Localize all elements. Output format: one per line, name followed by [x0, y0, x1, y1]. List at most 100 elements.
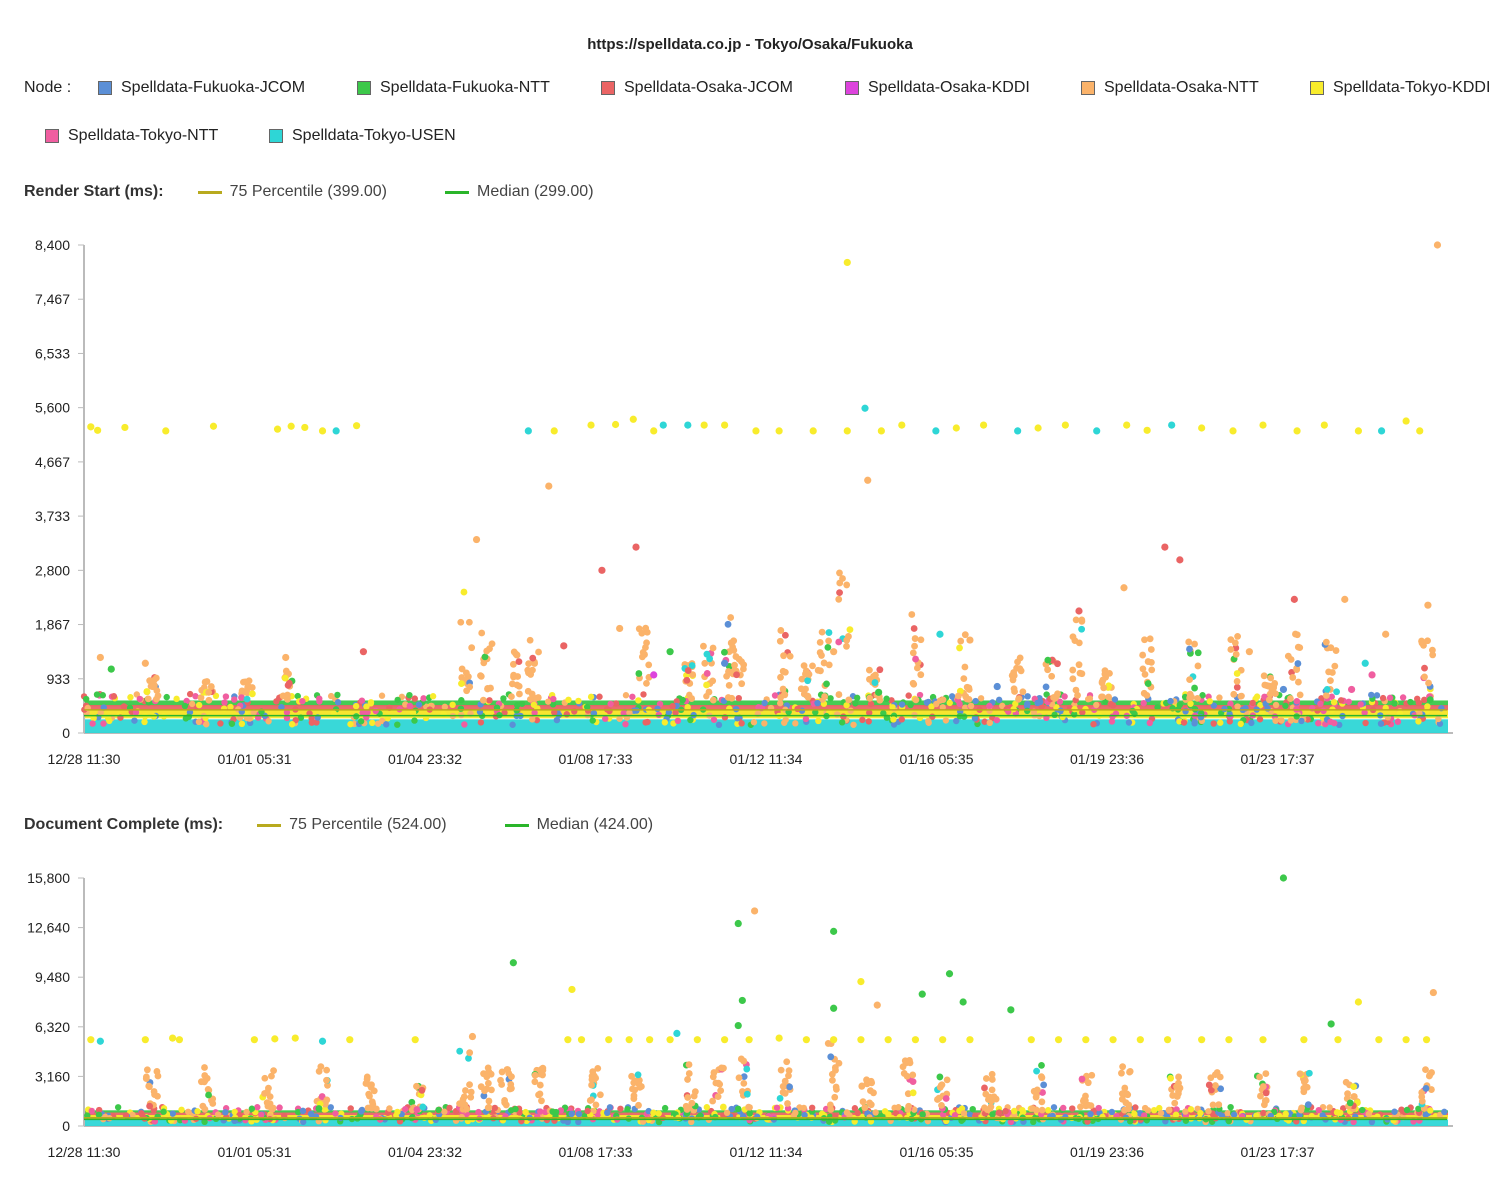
- legend-item-fukuoka-ntt[interactable]: Spelldata-Fukuoka-NTT: [357, 79, 550, 97]
- data-point: [1361, 709, 1368, 716]
- data-point: [1093, 427, 1101, 435]
- data-point: [484, 1104, 492, 1112]
- data-point: [721, 648, 728, 656]
- data-point: [1292, 630, 1299, 638]
- x-tick-label: 01/19 23:36: [1070, 751, 1144, 767]
- data-point: [1337, 697, 1345, 704]
- data-point: [823, 680, 830, 688]
- x-tick-label: 01/01 05:31: [218, 1144, 292, 1160]
- legend-item-tokyo-usen[interactable]: Spelldata-Tokyo-USEN: [269, 127, 456, 145]
- data-point: [1425, 1072, 1433, 1080]
- data-point: [737, 1055, 745, 1063]
- data-point: [971, 715, 979, 722]
- y-tick-label: 1,867: [35, 617, 70, 633]
- data-point: [1300, 1036, 1308, 1044]
- legend-text: Spelldata-Fukuoka-JCOM: [121, 79, 306, 96]
- data-point: [909, 1089, 917, 1097]
- data-point: [827, 1053, 835, 1061]
- data-point: [114, 1104, 122, 1111]
- data-point: [1121, 1084, 1129, 1092]
- data-point: [723, 1109, 731, 1117]
- data-point: [565, 696, 572, 704]
- data-point: [851, 1105, 859, 1112]
- data-point: [318, 1037, 327, 1045]
- data-point: [779, 685, 787, 693]
- data-point: [1080, 1096, 1088, 1104]
- data-point: [632, 543, 640, 551]
- data-point: [1072, 616, 1080, 624]
- data-point: [1016, 665, 1024, 672]
- data-point: [480, 1070, 487, 1078]
- data-point: [169, 1110, 176, 1117]
- x-tick-label: 01/01 05:31: [218, 751, 292, 767]
- data-point: [843, 636, 851, 644]
- data-point: [960, 1110, 968, 1117]
- data-point: [912, 655, 919, 663]
- data-point: [945, 970, 954, 978]
- data-point: [248, 690, 256, 698]
- data-point: [725, 682, 733, 689]
- data-point: [909, 649, 917, 657]
- data-point: [1076, 669, 1084, 677]
- data-point: [1268, 687, 1276, 695]
- document-complete-title: Document Complete (ms):: [24, 816, 224, 833]
- render-start-median: Median (299.00): [445, 183, 594, 201]
- data-point: [318, 1093, 326, 1100]
- data-point: [509, 959, 517, 967]
- swatch-fukuoka-ntt: [357, 81, 371, 95]
- legend-item-osaka-jcom[interactable]: Spelldata-Osaka-JCOM: [601, 79, 793, 97]
- data-point: [715, 721, 723, 729]
- data-point: [1069, 675, 1077, 683]
- data-point: [538, 1097, 545, 1105]
- data-point: [500, 695, 507, 702]
- data-point: [222, 1109, 229, 1116]
- data-point: [684, 1076, 691, 1083]
- data-point: [596, 693, 603, 700]
- legend-item-osaka-kddi[interactable]: Spelldata-Osaka-KDDI: [845, 79, 1030, 97]
- legend-item-tokyo-ntt[interactable]: Spelldata-Tokyo-NTT: [45, 127, 218, 145]
- data-point: [1056, 698, 1064, 705]
- data-point: [539, 1071, 546, 1079]
- data-point: [154, 1092, 161, 1100]
- data-point: [461, 1101, 469, 1109]
- data-point: [1253, 693, 1261, 700]
- data-point: [858, 1082, 866, 1090]
- data-point: [943, 1076, 951, 1084]
- y-tick-label: 5,600: [35, 400, 70, 416]
- data-point: [1331, 662, 1339, 670]
- data-point: [1231, 639, 1239, 647]
- data-point: [995, 696, 1003, 704]
- legend-item-tokyo-kddi[interactable]: Spelldata-Tokyo-KDDI: [1310, 79, 1490, 97]
- data-point: [1230, 1111, 1238, 1118]
- data-point: [468, 1032, 477, 1041]
- data-point: [359, 709, 366, 716]
- data-point: [536, 1081, 544, 1089]
- data-point: [1125, 1101, 1133, 1109]
- data-point: [877, 427, 885, 435]
- data-point: [1262, 1089, 1270, 1097]
- legend-item-osaka-ntt[interactable]: Spelldata-Osaka-NTT: [1081, 79, 1259, 97]
- data-point: [440, 710, 447, 718]
- data-point: [738, 680, 746, 688]
- data-point: [150, 713, 158, 720]
- data-point: [1237, 692, 1245, 700]
- data-point: [709, 696, 717, 704]
- data-point: [977, 695, 985, 702]
- y-tick-label: 933: [47, 671, 71, 687]
- x-tick-label: 01/12 11:34: [730, 751, 803, 767]
- data-point: [222, 693, 230, 700]
- data-point: [250, 709, 257, 716]
- data-point: [773, 1104, 781, 1111]
- data-point: [550, 695, 557, 703]
- data-point: [1146, 719, 1153, 727]
- data-point: [683, 676, 691, 684]
- legend-item-fukuoka-jcom[interactable]: Spelldata-Fukuoka-JCOM: [98, 79, 305, 97]
- data-point: [1060, 1104, 1067, 1112]
- data-point: [703, 681, 710, 689]
- data-point: [278, 703, 285, 711]
- data-point: [394, 1108, 401, 1116]
- data-point: [700, 642, 707, 650]
- data-point: [824, 643, 832, 651]
- data-point: [843, 581, 851, 589]
- data-point: [794, 705, 801, 713]
